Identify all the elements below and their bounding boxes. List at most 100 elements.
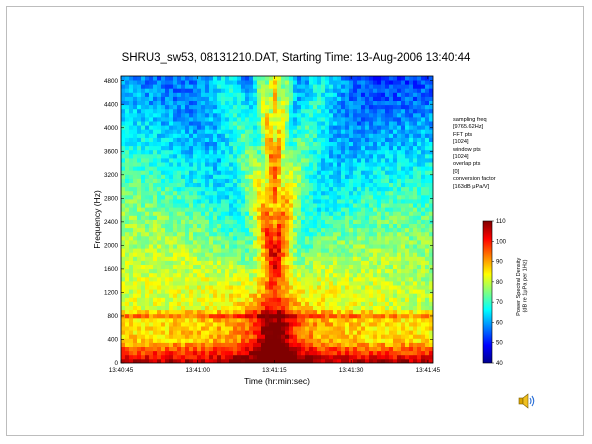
heatmap-cell [329, 293, 334, 298]
heatmap-cell [277, 190, 282, 196]
heatmap-cell [345, 199, 350, 204]
heatmap-cell [205, 112, 210, 118]
heatmap-cell [365, 235, 370, 241]
heatmap-cell [277, 194, 282, 200]
heatmap-cell [305, 170, 310, 175]
heatmap-cell [169, 305, 174, 311]
heatmap-cell [153, 80, 158, 85]
heatmap-cell [337, 76, 342, 81]
heatmap-cell [345, 100, 350, 106]
heatmap-cell [237, 317, 242, 323]
heatmap-cell [245, 108, 250, 114]
heatmap-cell [289, 166, 294, 171]
heatmap-cell [173, 346, 178, 352]
heatmap-cell [281, 182, 286, 188]
heatmap-cell [217, 215, 222, 220]
heatmap-cell [125, 281, 130, 286]
heatmap-cell [217, 211, 222, 216]
heatmap-cell [281, 240, 286, 245]
heatmap-cell [377, 133, 382, 138]
heatmap-cell [293, 227, 298, 233]
heatmap-cell [285, 129, 290, 134]
heatmap-cell [153, 235, 158, 241]
heatmap-cell [285, 207, 290, 212]
heatmap-cell [253, 100, 258, 106]
heatmap-cell [309, 129, 314, 134]
heatmap-cell [373, 96, 378, 101]
heatmap-cell [401, 260, 406, 265]
heatmap-cell [125, 272, 130, 278]
heatmap-cell [301, 330, 306, 335]
heatmap-cell [245, 84, 250, 89]
heatmap-cell [253, 125, 258, 130]
heatmap-cell [161, 207, 166, 212]
heatmap-cell [197, 293, 202, 298]
heatmap-cell [393, 281, 398, 286]
heatmap-cell [277, 354, 282, 360]
heatmap-cell [345, 301, 350, 306]
heatmap-cell [241, 215, 246, 220]
heatmap-cell [125, 219, 130, 224]
heatmap-cell [237, 125, 242, 130]
heatmap-cell [221, 256, 226, 261]
heatmap-cell [229, 264, 234, 270]
heatmap-cell [357, 285, 362, 290]
heatmap-cell [225, 170, 230, 175]
heatmap-cell [277, 158, 282, 163]
heatmap-cell [137, 190, 142, 196]
heatmap-cell [221, 92, 226, 97]
heatmap-cell [205, 170, 210, 175]
heatmap-cell [205, 305, 210, 311]
heatmap-cell [121, 342, 126, 347]
heatmap-cell [193, 112, 198, 118]
heatmap-cell [349, 354, 354, 360]
heatmap-cell [229, 145, 234, 151]
heatmap-cell [145, 326, 150, 331]
heatmap-cell [189, 256, 194, 261]
heatmap-cell [249, 322, 254, 327]
heatmap-cell [341, 317, 346, 323]
heatmap-cell [181, 322, 186, 327]
heatmap-cell [173, 301, 178, 306]
heatmap-cell [237, 162, 242, 167]
heatmap-cell [125, 342, 130, 347]
heatmap-cell [205, 219, 210, 224]
heatmap-cell [337, 313, 342, 319]
heatmap-cell [129, 121, 134, 126]
heatmap-cell [317, 84, 322, 89]
heatmap-cell [365, 166, 370, 171]
heatmap-cell [145, 285, 150, 290]
heatmap-cell [137, 133, 142, 138]
heatmap-cell [277, 330, 282, 335]
heatmap-cell [237, 174, 242, 179]
heatmap-cell [241, 244, 246, 249]
heatmap-cell [297, 170, 302, 175]
heatmap-cell [397, 358, 402, 363]
heatmap-cell [153, 358, 158, 363]
heatmap-cell [145, 76, 150, 81]
heatmap-cell [325, 211, 330, 216]
heatmap-cell [273, 301, 278, 306]
heatmap-cell [337, 289, 342, 294]
heatmap-cell [397, 223, 402, 229]
heatmap-cell [265, 215, 270, 220]
heatmap-cell [225, 297, 230, 302]
heatmap-cell [201, 322, 206, 327]
heatmap-cell [161, 358, 166, 363]
heatmap-cell [165, 203, 170, 208]
heatmap-cell [285, 190, 290, 196]
heatmap-cell [181, 350, 186, 356]
heatmap-cell [333, 166, 338, 171]
heatmap-cell [213, 125, 218, 130]
heatmap-cell [125, 166, 130, 171]
heatmap-cell [133, 354, 138, 360]
heatmap-cell [137, 174, 142, 179]
heatmap-cell [381, 231, 386, 237]
heatmap-cell [329, 326, 334, 331]
heatmap-cell [253, 358, 258, 363]
heatmap-cell [361, 322, 366, 327]
heatmap-cell [145, 301, 150, 306]
heatmap-cell [305, 268, 310, 274]
heatmap-cell [165, 112, 170, 118]
heatmap-cell [209, 149, 214, 155]
